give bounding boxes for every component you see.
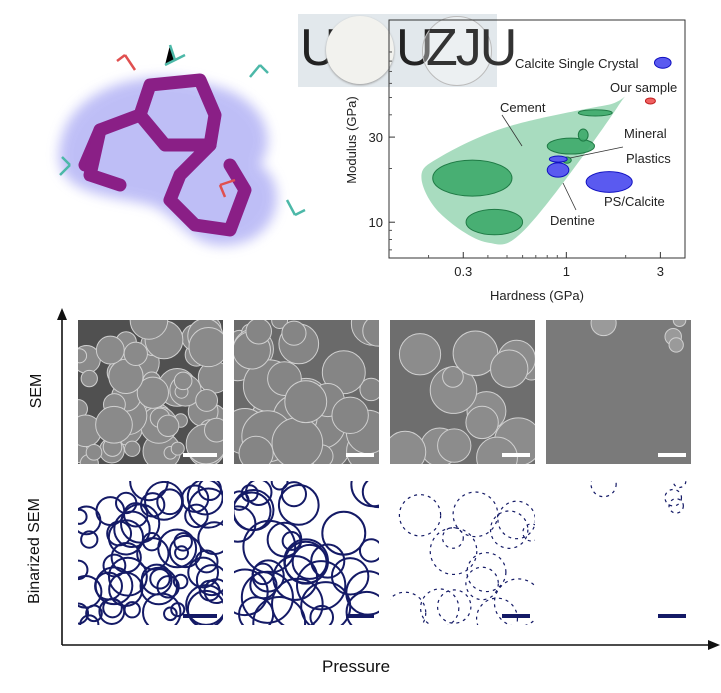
ellipse-mineral (577, 128, 589, 142)
sem-image-3 (390, 320, 535, 464)
row-label-sem: SEM (28, 373, 45, 409)
sem-image-1 (78, 320, 223, 464)
row-label-binarized-sem: Binarized SEM (26, 498, 43, 604)
y-tick-label: 10 (369, 215, 383, 230)
molecular-structure-image (58, 44, 306, 246)
label-our-sample: Our sample (610, 80, 677, 95)
label-dentine: Dentine (550, 213, 595, 228)
binarized-sem-image-2 (234, 481, 379, 625)
x-tick-label: 0.3 (454, 264, 472, 279)
scale-bar (658, 614, 686, 618)
right-arrow-icon (708, 640, 720, 650)
ellipse-plastics (548, 155, 568, 163)
scale-bar (346, 614, 374, 618)
scale-bar (346, 453, 374, 457)
x-tick-label: 3 (657, 264, 664, 279)
sem-image-2 (234, 320, 379, 464)
scale-bar (502, 614, 530, 618)
cement-pointer (501, 114, 523, 147)
ellipse-calcite-single-crystal (653, 56, 672, 69)
ellipse-dentine (546, 162, 570, 178)
sample-photo: U U ZJU (298, 14, 517, 87)
binarized-sem-image-1 (78, 481, 223, 625)
x-tick-label: 1 (563, 264, 570, 279)
ellipse-mineral (432, 159, 513, 197)
y-tick-label: 30 (369, 130, 383, 145)
ellipse-our-sample (644, 97, 656, 105)
photo-letter-3: ZJU (426, 19, 517, 77)
y-axis-label: Modulus (GPa) (344, 96, 359, 183)
label-cement: Cement (500, 100, 546, 115)
transparent-disc (422, 16, 492, 86)
label-ps-calcite: PS/Calcite (604, 194, 665, 209)
plot-area (421, 56, 672, 245)
pressure-axis-label: Pressure (322, 657, 391, 676)
ellipse-mineral (465, 208, 524, 236)
binarized-sem-image-4 (546, 481, 691, 625)
scale-bar (502, 453, 530, 457)
region-cement (421, 96, 625, 245)
mineral-pointer (569, 146, 624, 159)
label-mineral: Mineral (624, 126, 667, 141)
label-calcite-single-crystal: Calcite Single Crystal (515, 56, 639, 71)
up-arrow-icon (57, 308, 67, 320)
annotation-lines (501, 114, 624, 211)
label-plastics: Plastics (626, 151, 671, 166)
x-axis-label: Hardness (GPa) (490, 288, 584, 303)
hardness-modulus-chart: 0.3 1 3 10 30 Cement Mineral Plastics Dentin… (344, 19, 686, 303)
ellipse-ps-calcite (585, 171, 633, 193)
scale-bar (183, 614, 217, 618)
ellipse-mineral (546, 137, 596, 155)
dentine-pointer (562, 182, 577, 211)
sem-image-4 (546, 320, 691, 464)
side-chains (59, 44, 306, 217)
backbone-tube (78, 73, 252, 237)
binarized-sem-image-3 (390, 481, 535, 625)
plot-frame (388, 19, 686, 259)
scale-bar (183, 453, 217, 457)
opaque-disc (326, 16, 394, 84)
scale-bar (658, 453, 686, 457)
ellipse-mineral (577, 109, 613, 117)
